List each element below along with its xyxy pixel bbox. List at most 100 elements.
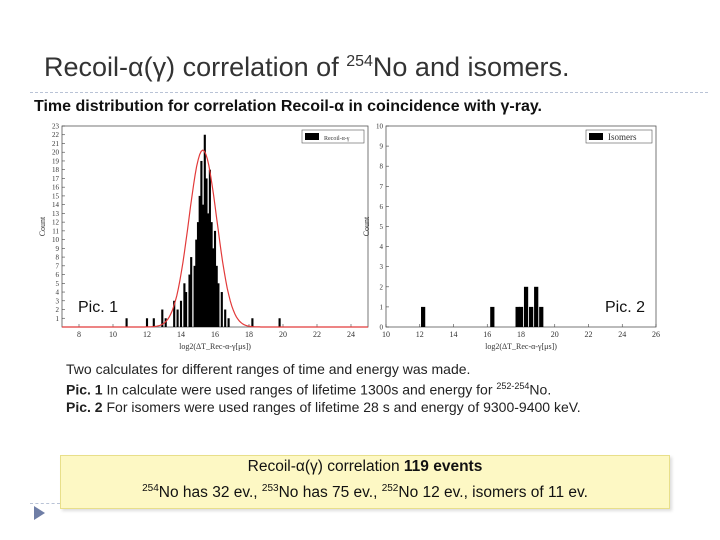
pic1-bar — [251, 318, 254, 327]
pic2-ytick-label: 9 — [380, 143, 384, 151]
notes-line-1: Two calculates for different ranges of t… — [66, 361, 471, 377]
triangle-bullet-icon — [34, 506, 45, 520]
pic1-bar — [210, 222, 213, 327]
pic2-xtick-label: 26 — [652, 330, 660, 339]
pic1-ytick-label: 18 — [52, 166, 60, 174]
summary-line-2: 254No has 32 ev., 253No has 75 ev., 252N… — [142, 483, 588, 502]
pic1-bar — [198, 195, 201, 327]
pic1-bar — [196, 222, 200, 327]
pic2-xtick-label: 24 — [618, 330, 626, 339]
pic1-bar — [195, 239, 198, 327]
pic2-ytick-label: 8 — [380, 163, 384, 171]
pic1-xtick-label: 14 — [177, 330, 185, 339]
pic1-ytick-label: 8 — [56, 254, 60, 262]
pic1-ytick-label: 23 — [52, 123, 60, 131]
pic2-xtick-label: 18 — [517, 330, 525, 339]
pic1-ytick-label: 13 — [52, 210, 60, 218]
notes-line-3: Pic. 2 For isomers were used ranges of l… — [66, 398, 581, 415]
pic2-ytick-label: 3 — [380, 263, 384, 271]
pic2-ytick-label: 2 — [380, 283, 384, 291]
pic1-bar — [202, 204, 205, 327]
pic1-ytick-label: 10 — [52, 236, 60, 244]
pic2-ytick-label: 1 — [380, 303, 384, 311]
pic1-ytick-label: 5 — [56, 280, 60, 288]
pic2-ytick-label: 5 — [380, 223, 384, 231]
pic1-ytick-label: 15 — [52, 192, 60, 200]
pic1-bar — [213, 230, 217, 327]
pic2-xtick-label: 16 — [483, 330, 491, 339]
pic1-ytick-label: 20 — [52, 149, 60, 157]
pic1-ytick-label: 14 — [52, 201, 60, 209]
pic2-ytick-label: 7 — [380, 183, 384, 191]
pic1-bar — [183, 283, 186, 327]
chart-pic1: 1 2 3 4 5 6 7 8 9 10 11 12 13 14 15 16 17 18 19 20 21 22 23 8 10… — [32, 122, 372, 362]
pic2-xtick-label: 10 — [382, 330, 390, 339]
pic1-xtick-label: 18 — [245, 330, 253, 339]
pic2-ytick-label: 4 — [380, 243, 384, 251]
pic2-bar — [539, 306, 544, 327]
pic2-ytick-label: 6 — [380, 203, 384, 211]
pic1-bar — [152, 318, 155, 327]
pic1-ytick-label: 11 — [52, 227, 59, 235]
pic2-bar — [523, 286, 529, 327]
pic1-bar — [208, 169, 211, 327]
pic1-ytick-label: 3 — [56, 297, 60, 305]
slide-subtitle: Time distribution for correlation Recoil… — [34, 98, 542, 115]
pic1-xtick-label: 8 — [77, 330, 81, 339]
pic1-bar — [188, 274, 191, 327]
pic1-bar — [164, 318, 167, 327]
pic2-bar — [534, 286, 539, 327]
pic1-bar — [207, 213, 210, 327]
footer-divider — [30, 503, 60, 504]
pic1-legend-swatch — [305, 133, 319, 140]
pic1-xtick-label: 16 — [211, 330, 219, 339]
pic1-xtick-label: 12 — [143, 330, 151, 339]
pic2-bar — [421, 306, 426, 327]
pic1-ytick-label: 16 — [52, 184, 60, 192]
pic2-ylabel: Count — [362, 216, 371, 236]
pic2-bar — [515, 306, 520, 327]
pic1-ytick-label: 9 — [56, 245, 60, 253]
pic1-ytick-label: 19 — [52, 157, 60, 165]
pic2-legend-swatch — [589, 133, 603, 140]
pic1-bar — [205, 178, 208, 327]
pic1-bar — [220, 292, 223, 327]
pic2-xtick-label: 14 — [450, 330, 458, 339]
pic1-bar — [145, 318, 149, 327]
pic1-xtick-label: 24 — [347, 330, 355, 339]
pic2-bar — [529, 306, 534, 327]
pic1-legend-label: Recoil-α-γ — [324, 136, 350, 142]
pic1-bar — [176, 309, 179, 327]
notes-text: Two calculates for different ranges of t… — [66, 361, 706, 416]
pic1-bar — [193, 265, 196, 327]
title-divider — [30, 92, 708, 93]
pic1-bar — [190, 257, 193, 327]
pic2-ytick-label: 0 — [380, 324, 384, 332]
pic1-ytick-label: 4 — [56, 289, 60, 297]
pic1-bar — [278, 318, 281, 327]
pic2-xtick-label: 22 — [585, 330, 593, 339]
pic2-ytick-label: 10 — [376, 123, 384, 131]
pic1-ytick-label: 1 — [56, 315, 60, 323]
pic1-xtick-label: 10 — [109, 330, 117, 339]
pic1-ytick-label: 22 — [52, 131, 60, 139]
pic1-bar — [185, 292, 188, 327]
pic1-bar — [227, 318, 230, 327]
pic2-xtick-label: 20 — [551, 330, 559, 339]
pic1-ytick-label: 2 — [56, 306, 60, 314]
pic1-bar — [224, 309, 227, 327]
pic1-bar — [215, 265, 218, 327]
pic2-legend-label: Isomers — [608, 132, 637, 142]
pic1-bar — [173, 300, 176, 327]
pic1-bar — [212, 248, 215, 327]
pic1-ytick-label: 12 — [52, 219, 60, 227]
pic1-bar — [125, 318, 128, 327]
pic1-ytick-label: 7 — [56, 262, 60, 270]
chart-pic2: 0 1 2 3 4 5 6 7 8 9 10 10 12 14 16 18 20 22 24 26 Isomers Cou… — [362, 122, 668, 362]
pic1-xlabel: log2(ΔT_Rec-α-γ[μs]) — [179, 342, 251, 351]
pic1-label: Pic. 1 — [76, 299, 121, 317]
pic1-ytick-label: 21 — [52, 140, 60, 148]
pic1-ytick-label: 17 — [52, 175, 60, 183]
